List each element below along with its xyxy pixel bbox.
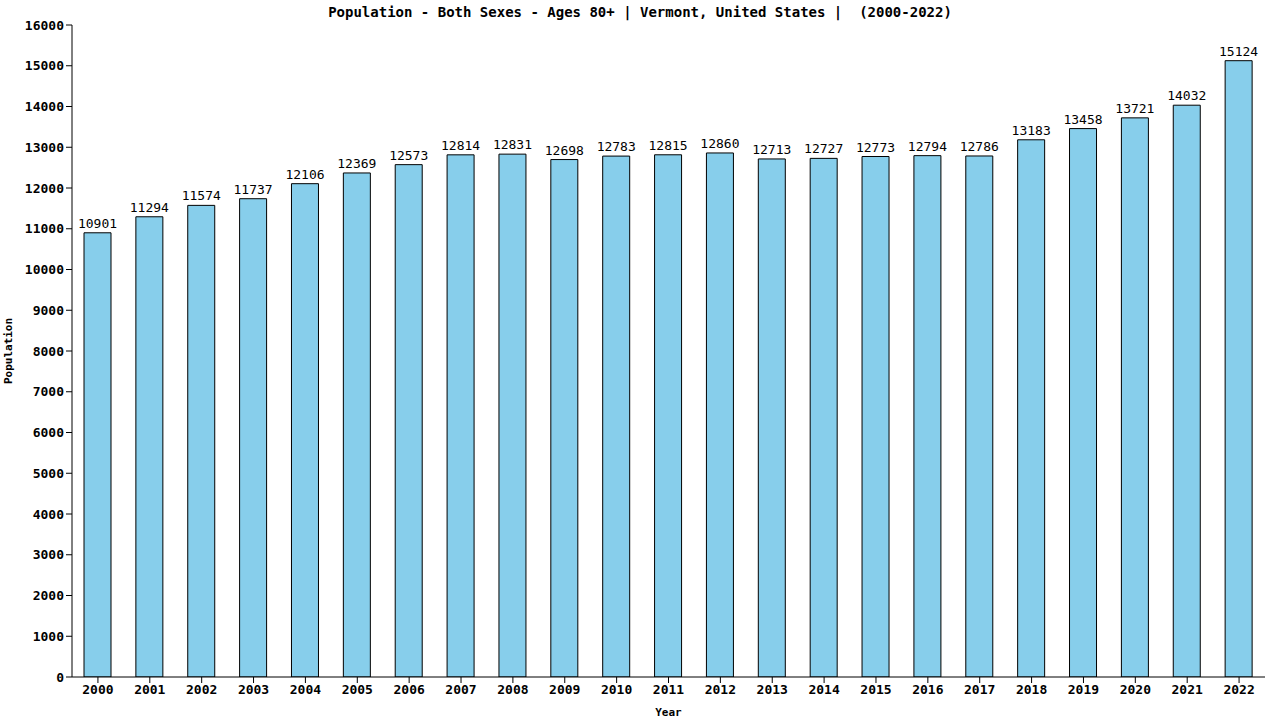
svg-text:7000: 7000 — [33, 384, 64, 399]
svg-text:13183: 13183 — [1012, 123, 1051, 138]
svg-text:Year: Year — [655, 706, 682, 719]
svg-text:12106: 12106 — [285, 167, 324, 182]
svg-text:13721: 13721 — [1115, 101, 1154, 116]
svg-text:10000: 10000 — [25, 262, 64, 277]
svg-text:5000: 5000 — [33, 466, 64, 481]
svg-text:2006: 2006 — [393, 682, 424, 697]
svg-text:8000: 8000 — [33, 344, 64, 359]
svg-text:12773: 12773 — [856, 140, 895, 155]
svg-text:2011: 2011 — [653, 682, 684, 697]
svg-text:12000: 12000 — [25, 181, 64, 196]
svg-text:12713: 12713 — [752, 142, 791, 157]
svg-text:0: 0 — [56, 670, 64, 685]
svg-text:Population: Population — [8, 318, 15, 384]
svg-text:15124: 15124 — [1219, 44, 1258, 59]
svg-text:2017: 2017 — [964, 682, 995, 697]
svg-text:2022: 2022 — [1223, 682, 1254, 697]
svg-text:3000: 3000 — [33, 547, 64, 562]
svg-text:2019: 2019 — [1068, 682, 1099, 697]
svg-text:9000: 9000 — [33, 303, 64, 318]
svg-text:12727: 12727 — [804, 141, 843, 156]
svg-text:11574: 11574 — [182, 188, 221, 203]
svg-text:2016: 2016 — [912, 682, 943, 697]
svg-text:13458: 13458 — [1063, 112, 1102, 127]
svg-text:12794: 12794 — [908, 139, 947, 154]
svg-text:2012: 2012 — [705, 682, 736, 697]
svg-text:2010: 2010 — [601, 682, 632, 697]
svg-text:12831: 12831 — [493, 137, 532, 152]
svg-text:2002: 2002 — [186, 682, 217, 697]
svg-text:2021: 2021 — [1172, 682, 1203, 697]
svg-text:6000: 6000 — [33, 425, 64, 440]
html-text:Population - Both Sexes - Ages: Population - Both Sexes - Ages 80+ | Ver… — [328, 4, 952, 20]
svg-text:12573: 12573 — [389, 148, 428, 163]
svg-text:12814: 12814 — [441, 138, 480, 153]
svg-text:2001: 2001 — [134, 682, 165, 697]
svg-text:4000: 4000 — [33, 507, 64, 522]
svg-text:2009: 2009 — [549, 682, 580, 697]
svg-text:2015: 2015 — [860, 682, 891, 697]
svg-text:2000: 2000 — [82, 682, 113, 697]
svg-text:2000: 2000 — [33, 588, 64, 603]
svg-text:2008: 2008 — [497, 682, 528, 697]
svg-text:12369: 12369 — [337, 156, 376, 171]
svg-text:2007: 2007 — [445, 682, 476, 697]
svg-text:12698: 12698 — [545, 143, 584, 158]
svg-text:2004: 2004 — [290, 682, 321, 697]
svg-text:12786: 12786 — [960, 139, 999, 154]
svg-text:12815: 12815 — [648, 138, 687, 153]
svg-text:11294: 11294 — [130, 200, 169, 215]
svg-text:12783: 12783 — [597, 139, 636, 154]
svg-text:1000: 1000 — [33, 629, 64, 644]
svg-text:12860: 12860 — [700, 136, 739, 151]
svg-text:11000: 11000 — [25, 221, 64, 236]
svg-text:2013: 2013 — [757, 682, 788, 697]
svg-text:13000: 13000 — [25, 140, 64, 155]
svg-text:2005: 2005 — [342, 682, 373, 697]
svg-text:14000: 14000 — [25, 99, 64, 114]
svg-text:10901: 10901 — [78, 216, 117, 231]
svg-text:16000: 16000 — [25, 18, 64, 33]
svg-text:2020: 2020 — [1120, 682, 1151, 697]
svg-text:2014: 2014 — [808, 682, 839, 697]
svg-text:2018: 2018 — [1016, 682, 1047, 697]
svg-text:11737: 11737 — [234, 182, 273, 197]
svg-text:14032: 14032 — [1167, 88, 1206, 103]
svg-text:2003: 2003 — [238, 682, 269, 697]
svg-text:15000: 15000 — [25, 58, 64, 73]
